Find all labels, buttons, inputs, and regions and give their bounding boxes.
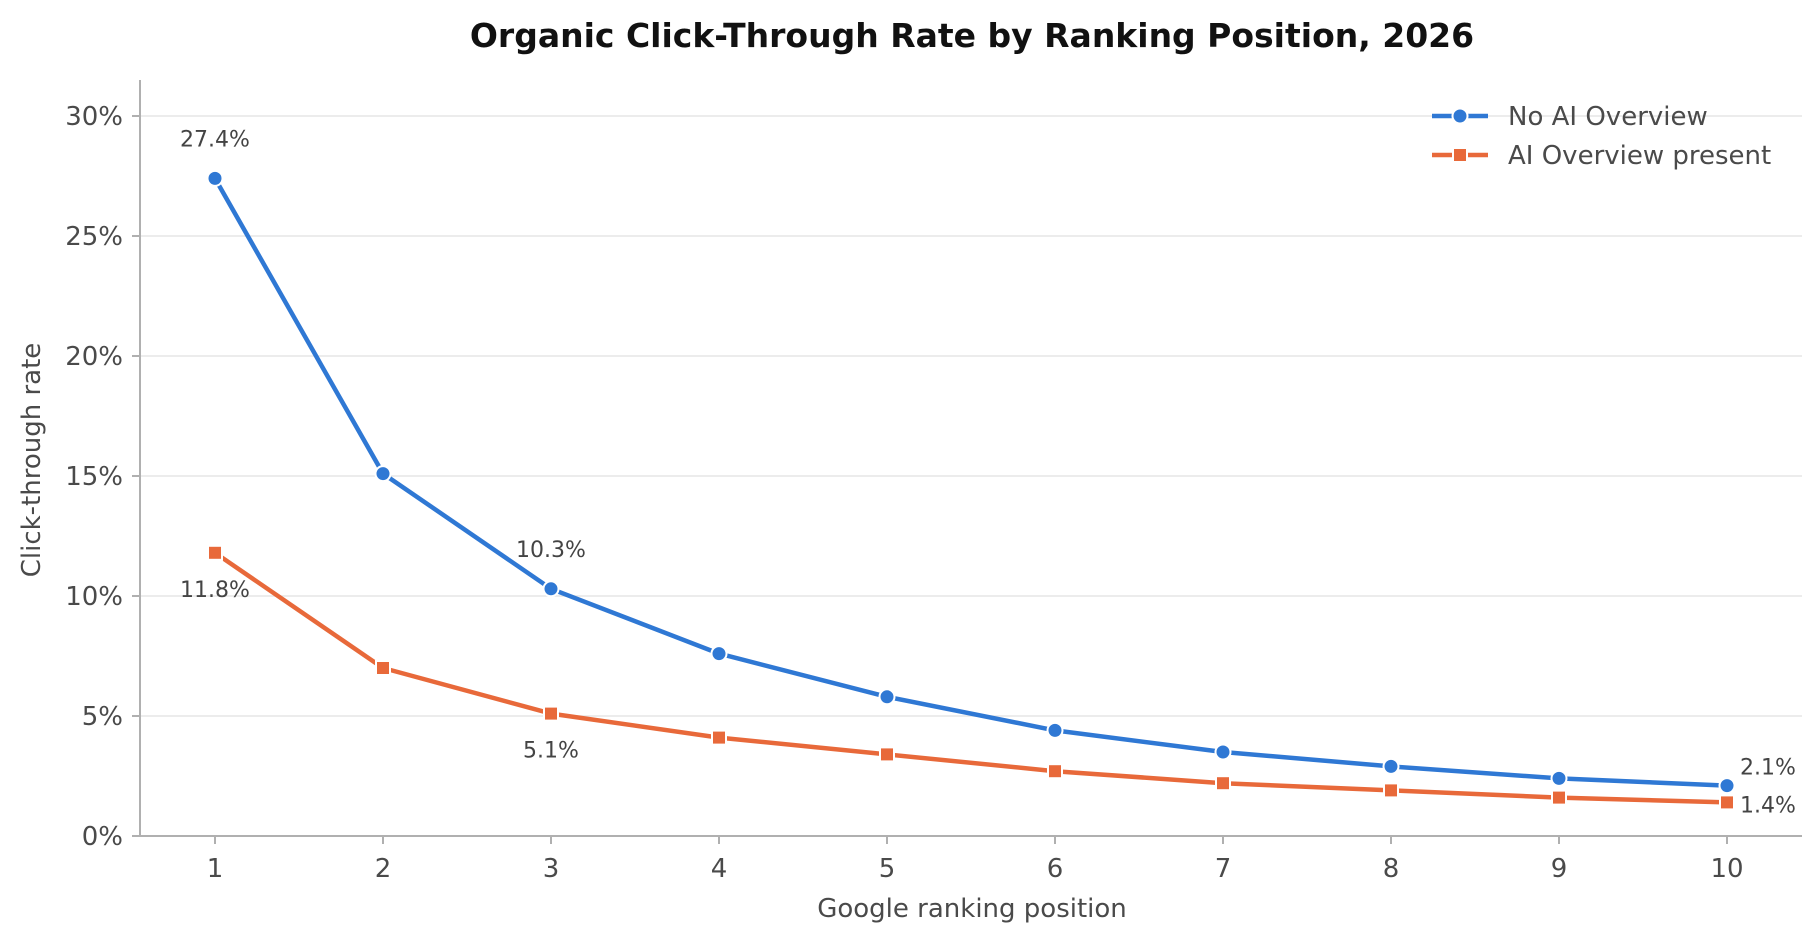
axes: 0% 5% 10% 15% 20% 25% 30% 1 2 3 4 5 6 7 8 9 10 bbox=[65, 80, 1802, 884]
legend-marker bbox=[1452, 147, 1468, 163]
data-point bbox=[878, 688, 896, 706]
data-point bbox=[879, 746, 895, 763]
legend-marker bbox=[1451, 107, 1469, 125]
y-tick-label: 0% bbox=[82, 822, 123, 852]
legend-label: No AI Overview bbox=[1508, 102, 1708, 132]
data-point bbox=[1383, 782, 1399, 799]
x-tick-label: 3 bbox=[543, 854, 560, 884]
y-axis-label: Click-through rate bbox=[17, 343, 47, 578]
data-point bbox=[710, 645, 728, 663]
y-tick-label: 30% bbox=[65, 102, 123, 132]
series-line-ai-overview-present bbox=[212, 550, 1730, 805]
chart-title: Organic Click-Through Rate by Ranking Po… bbox=[470, 16, 1474, 55]
x-tick-label: 1 bbox=[207, 854, 224, 884]
x-tick-label: 5 bbox=[879, 854, 896, 884]
legend-label: AI Overview present bbox=[1508, 141, 1771, 171]
data-point bbox=[1550, 769, 1568, 787]
data-point bbox=[711, 729, 727, 746]
data-point bbox=[1719, 794, 1735, 811]
data-point bbox=[1551, 789, 1567, 806]
data-point bbox=[542, 580, 560, 598]
y-tick-label: 5% bbox=[82, 702, 123, 732]
data-label: 27.4% bbox=[180, 127, 250, 152]
y-tick-label: 10% bbox=[65, 582, 123, 612]
x-tick-label: 7 bbox=[1215, 854, 1232, 884]
data-point bbox=[1046, 721, 1064, 739]
y-tick-label: 25% bbox=[65, 222, 123, 252]
data-point bbox=[1214, 743, 1232, 761]
data-point bbox=[1382, 757, 1400, 775]
data-point bbox=[1215, 775, 1231, 792]
x-tick-label: 9 bbox=[1551, 854, 1568, 884]
x-tick-label: 6 bbox=[1047, 854, 1064, 884]
data-label: 11.8% bbox=[180, 578, 250, 603]
grid bbox=[140, 115, 1802, 717]
x-tick-label: 2 bbox=[375, 854, 392, 884]
data-point bbox=[207, 544, 223, 561]
data-label: 1.4% bbox=[1740, 793, 1796, 818]
data-point bbox=[374, 465, 392, 483]
y-tick-label: 20% bbox=[65, 342, 123, 372]
data-label: 10.3% bbox=[516, 538, 586, 563]
x-axis-label: Google ranking position bbox=[817, 894, 1127, 924]
series-line-no-ai-overview bbox=[212, 176, 1730, 788]
data-point bbox=[206, 169, 224, 187]
y-tick-label: 15% bbox=[65, 462, 123, 492]
data-label: 5.1% bbox=[523, 739, 579, 764]
data-point bbox=[375, 660, 391, 676]
series-layer bbox=[206, 169, 1736, 811]
x-tick-label: 4 bbox=[711, 854, 728, 884]
x-tick-label: 10 bbox=[1710, 854, 1743, 884]
data-label: 2.1% bbox=[1740, 756, 1796, 781]
data-point bbox=[1047, 763, 1063, 780]
data-labels: 27.4% 10.3% 2.1% 11.8% 5.1% 1.4% bbox=[180, 127, 1796, 818]
legend: No AI Overview AI Overview present bbox=[1432, 102, 1771, 171]
data-point bbox=[543, 705, 559, 722]
x-tick-label: 8 bbox=[1383, 854, 1400, 884]
data-point bbox=[1718, 777, 1736, 795]
